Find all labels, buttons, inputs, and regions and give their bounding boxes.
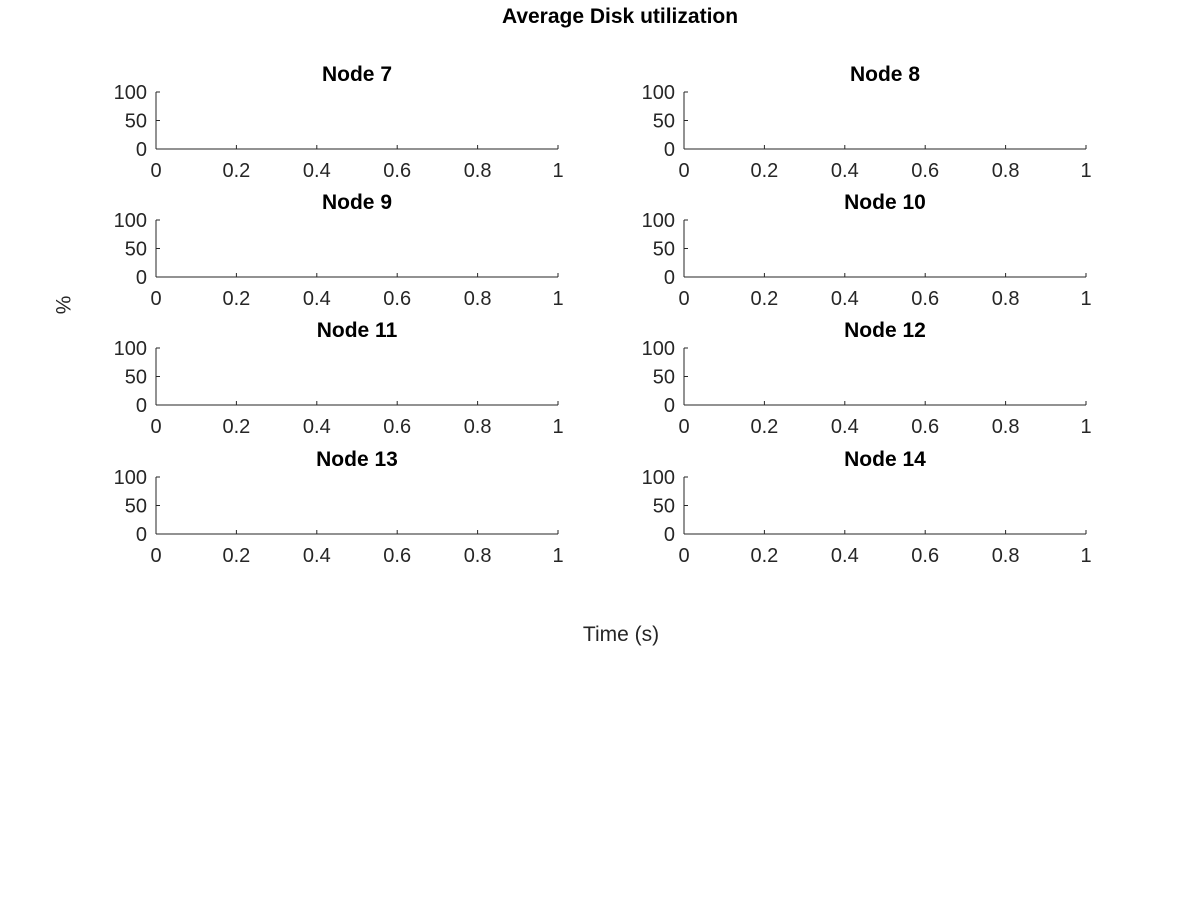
x-tick-label: 0.6	[383, 160, 411, 182]
y-tick-label: 0	[664, 139, 675, 161]
panel-title: Node 11	[317, 319, 398, 342]
y-tick-label: 100	[642, 82, 675, 104]
x-tick-label: 0.8	[464, 416, 492, 438]
x-tick-label: 0.2	[750, 288, 778, 310]
y-tick-label: 50	[125, 239, 147, 261]
y-tick-label: 50	[653, 367, 675, 389]
y-tick-label: 50	[125, 496, 147, 518]
x-tick-label: 0	[678, 416, 689, 438]
x-tick-label: 0.6	[911, 416, 939, 438]
x-tick-label: 0.6	[383, 416, 411, 438]
x-axis-label: Time (s)	[583, 623, 659, 646]
panel-title: Node 13	[316, 448, 398, 471]
y-tick-label: 50	[125, 367, 147, 389]
x-tick-label: 1	[552, 288, 563, 310]
x-tick-label: 0.2	[222, 160, 250, 182]
y-tick-label: 50	[125, 111, 147, 133]
x-tick-label: 0.6	[911, 160, 939, 182]
x-tick-label: 0	[678, 160, 689, 182]
x-tick-label: 1	[552, 160, 563, 182]
x-tick-label: 0	[150, 160, 161, 182]
subplot-panel: Node 12 0 0.2 0.4 0.6 0.8 1 0 50 100	[642, 319, 1092, 438]
y-tick-label: 100	[114, 338, 147, 360]
x-tick-label: 0.8	[992, 545, 1020, 567]
x-tick-label: 0.2	[750, 416, 778, 438]
y-tick-label: 50	[653, 239, 675, 261]
y-tick-label: 0	[664, 267, 675, 289]
x-tick-label: 1	[552, 545, 563, 567]
x-tick-label: 0.6	[383, 288, 411, 310]
subplot-panel: Node 7 0 0.2 0.4 0.6 0.8 1 0 50 100	[114, 63, 564, 182]
x-tick-label: 0.4	[303, 416, 331, 438]
y-tick-label: 100	[114, 467, 147, 489]
x-tick-label: 0.2	[222, 288, 250, 310]
y-tick-label: 100	[642, 210, 675, 232]
y-tick-label: 0	[136, 139, 147, 161]
x-tick-label: 0.2	[750, 545, 778, 567]
y-tick-label: 0	[136, 524, 147, 546]
x-tick-label: 1	[1080, 416, 1091, 438]
x-tick-label: 0	[150, 545, 161, 567]
y-tick-label: 50	[653, 111, 675, 133]
subplot-panel: Node 13 0 0.2 0.4 0.6 0.8 1 0 50 100	[114, 448, 564, 567]
y-tick-label: 50	[653, 496, 675, 518]
panel-title: Node 7	[322, 63, 392, 86]
x-tick-label: 1	[1080, 160, 1091, 182]
x-tick-label: 0.4	[831, 160, 859, 182]
panel-title: Node 8	[850, 63, 920, 86]
y-tick-label: 100	[114, 82, 147, 104]
subplot-panel: Node 9 0 0.2 0.4 0.6 0.8 1 0 50 100	[114, 191, 564, 310]
x-tick-label: 0.6	[383, 545, 411, 567]
x-tick-label: 1	[552, 416, 563, 438]
y-tick-label: 0	[664, 395, 675, 417]
panel-title: Node 12	[844, 319, 926, 342]
x-tick-label: 0.4	[831, 545, 859, 567]
x-tick-label: 0.4	[303, 160, 331, 182]
x-tick-label: 0.2	[750, 160, 778, 182]
y-tick-label: 0	[664, 524, 675, 546]
panel-title: Node 14	[844, 448, 926, 471]
figure-title: Average Disk utilization	[502, 5, 738, 28]
x-tick-label: 0	[150, 416, 161, 438]
x-tick-label: 1	[1080, 288, 1091, 310]
x-tick-label: 0.8	[464, 288, 492, 310]
x-tick-label: 0.4	[831, 288, 859, 310]
x-tick-label: 0.4	[303, 545, 331, 567]
y-tick-label: 0	[136, 395, 147, 417]
x-tick-label: 0.8	[992, 160, 1020, 182]
x-tick-label: 0.4	[831, 416, 859, 438]
x-tick-label: 0.6	[911, 545, 939, 567]
x-tick-label: 0.2	[222, 416, 250, 438]
y-tick-label: 100	[642, 338, 675, 360]
x-tick-label: 0	[150, 288, 161, 310]
y-tick-label: 100	[114, 210, 147, 232]
x-tick-label: 0	[678, 288, 689, 310]
subplot-panel: Node 10 0 0.2 0.4 0.6 0.8 1 0 50 100	[642, 191, 1092, 310]
x-tick-label: 0.4	[303, 288, 331, 310]
x-tick-label: 0	[678, 545, 689, 567]
x-tick-label: 0.8	[992, 416, 1020, 438]
panel-title: Node 10	[844, 191, 926, 214]
x-tick-label: 1	[1080, 545, 1091, 567]
subplot-panel: Node 14 0 0.2 0.4 0.6 0.8 1 0 50 100	[642, 448, 1092, 567]
y-tick-label: 0	[136, 267, 147, 289]
subplot-panel: Node 11 0 0.2 0.4 0.6 0.8 1 0 50 100	[114, 319, 564, 438]
x-tick-label: 0.6	[911, 288, 939, 310]
y-tick-label: 100	[642, 467, 675, 489]
x-tick-label: 0.8	[464, 160, 492, 182]
x-tick-label: 0.8	[992, 288, 1020, 310]
x-tick-label: 0.2	[222, 545, 250, 567]
panel-title: Node 9	[322, 191, 392, 214]
x-tick-label: 0.8	[464, 545, 492, 567]
y-axis-label: %	[51, 296, 74, 315]
subplot-panel: Node 8 0 0.2 0.4 0.6 0.8 1 0 50 100	[642, 63, 1092, 182]
